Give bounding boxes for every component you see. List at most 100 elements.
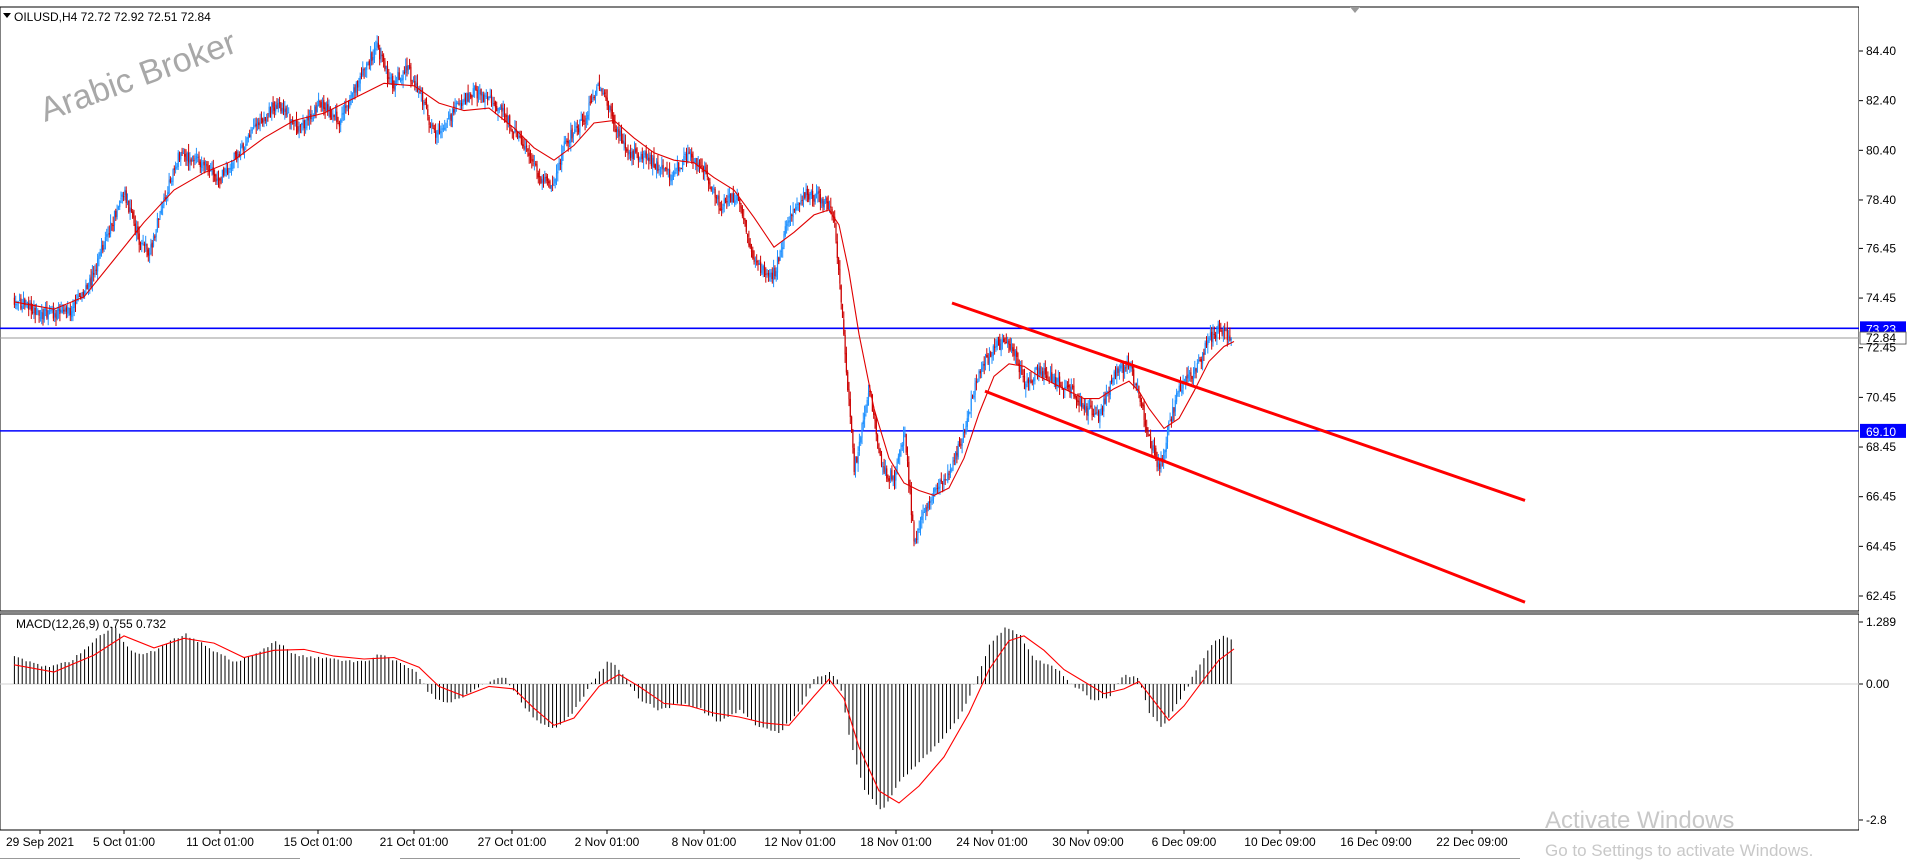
candle-body	[440, 131, 442, 134]
candle-body	[58, 308, 60, 312]
candle-body	[487, 96, 489, 100]
candle-body	[293, 122, 295, 124]
candle-body	[1166, 430, 1169, 443]
candle-body	[1191, 375, 1193, 379]
candle-body	[297, 126, 299, 133]
candle-body	[312, 117, 314, 119]
candle-body	[730, 193, 732, 202]
candle-body	[778, 257, 780, 262]
candle-body	[59, 308, 61, 315]
macd-axis-label: 0.00	[1866, 677, 1890, 691]
candle-body	[342, 112, 344, 115]
candle-body	[470, 93, 472, 98]
shift-marker-icon[interactable]	[1350, 7, 1360, 13]
candle-body	[93, 273, 95, 275]
candle-body	[810, 190, 812, 196]
candle-body	[389, 78, 391, 80]
candle-body	[266, 118, 268, 123]
candle-body	[731, 194, 733, 204]
candle-body	[969, 412, 971, 414]
candle-body	[151, 242, 153, 248]
activate-windows-subtitle: Go to Settings to activate Windows.	[1545, 841, 1813, 860]
candle-body	[736, 194, 738, 201]
candle-body	[849, 398, 851, 417]
candle-body	[1164, 450, 1166, 454]
candle-body	[414, 81, 416, 86]
candle-body	[598, 81, 600, 90]
candle-body	[818, 190, 820, 194]
candle-body	[1073, 385, 1075, 397]
candle-body	[865, 406, 867, 413]
channel-trend-line[interactable]	[951, 301, 1526, 502]
candle-body	[513, 132, 515, 134]
candle-body	[830, 206, 832, 208]
time-axis-label: 2 Nov 01:00	[575, 835, 640, 849]
candle-body	[175, 166, 177, 170]
candle-body	[1173, 407, 1175, 414]
price-axis-label: 82.40	[1866, 94, 1896, 108]
candle-body	[1157, 462, 1159, 468]
candle-body	[432, 125, 434, 129]
candle-body	[134, 223, 136, 233]
candle-body	[623, 141, 625, 145]
candle-body	[462, 101, 464, 106]
candle-body	[331, 118, 333, 120]
candle-body	[64, 308, 66, 312]
candle-body	[1169, 420, 1171, 422]
candle-body	[492, 103, 494, 105]
candle-body	[656, 160, 658, 171]
candle-body	[728, 194, 730, 198]
channel-trend-line[interactable]	[984, 389, 1526, 604]
candle-body	[554, 178, 556, 184]
candle-body	[957, 443, 959, 458]
candle-body	[606, 97, 608, 106]
candle-body	[112, 225, 114, 227]
dropdown-arrow-icon[interactable]	[3, 13, 11, 18]
candle-body	[685, 154, 688, 163]
candle-body	[1152, 445, 1154, 451]
candle-body	[649, 155, 651, 161]
candle-body	[25, 304, 27, 307]
candle-body	[337, 122, 339, 124]
candle-body	[783, 234, 785, 247]
candle-body	[611, 109, 613, 117]
candle-body	[897, 456, 899, 463]
candle-body	[650, 154, 652, 167]
candle-body	[45, 308, 47, 311]
candle-body	[215, 174, 217, 182]
candle-body	[739, 198, 741, 205]
candle-body	[372, 57, 374, 61]
candle-body	[42, 312, 44, 320]
candle-body	[61, 309, 64, 312]
candle-body	[676, 162, 678, 170]
candle-body	[262, 118, 264, 123]
candle-body	[644, 152, 646, 156]
candle-body	[81, 293, 83, 298]
candle-body	[377, 43, 379, 48]
candle-body	[773, 268, 775, 280]
candle-body	[763, 265, 766, 275]
candle-body	[445, 123, 447, 128]
candle-body	[41, 311, 43, 319]
candle-body	[1229, 335, 1231, 341]
candle-body	[178, 154, 181, 161]
candle-body	[32, 311, 34, 313]
candle-body	[364, 68, 366, 70]
candle-body	[318, 99, 320, 106]
candle-body	[856, 457, 858, 463]
candle-body	[748, 238, 750, 246]
candle-body	[1083, 404, 1085, 410]
time-axis-label: 11 Oct 01:00	[186, 835, 254, 849]
candle-body	[627, 149, 629, 156]
candle-body	[935, 488, 937, 490]
candle-body	[758, 263, 760, 265]
candle-body	[156, 218, 158, 230]
candle-body	[38, 311, 40, 316]
candle-body	[354, 87, 356, 92]
candle-body	[1075, 399, 1078, 401]
candle-body	[524, 146, 526, 150]
candle-body	[536, 164, 538, 172]
candle-body	[825, 198, 827, 200]
candle-body	[1185, 376, 1187, 384]
candle-body	[1133, 369, 1135, 384]
